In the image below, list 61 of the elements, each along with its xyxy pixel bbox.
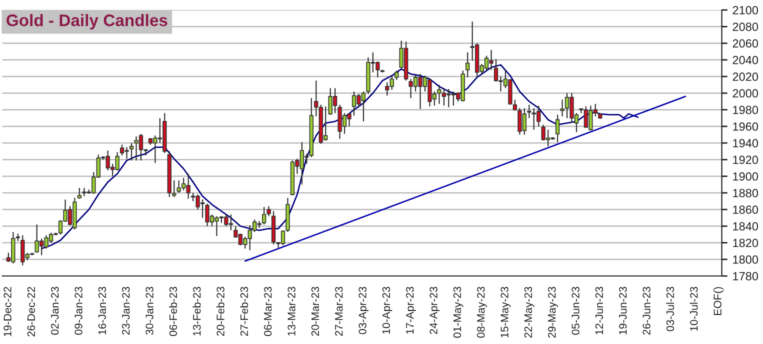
y-tick-label: 1820 <box>733 238 758 248</box>
x-tick-label: 05-Jun-23 <box>572 286 580 335</box>
y-tick-label: 2020 <box>732 72 758 81</box>
candlestick <box>394 70 399 80</box>
candlestick <box>466 52 470 78</box>
y-tick-label: 2000 <box>732 89 758 98</box>
y-tick-label: 1980 <box>733 106 758 114</box>
x-tick-label: 20-Feb-23 <box>216 286 224 336</box>
x-tick-label: 03-Apr-23 <box>358 286 369 334</box>
y-tick-label: 1800 <box>733 255 758 264</box>
x-tick-label: 23-Jan-23 <box>122 286 130 335</box>
y-tick-label: 1860 <box>733 206 758 214</box>
candlestick <box>332 88 338 114</box>
x-tick-label: 15-May-23 <box>500 286 511 338</box>
x-tick-label: 06-Mar-23 <box>264 286 272 336</box>
x-tick-label: 19-Dec-22 <box>4 286 12 336</box>
x-tick-label: 27-Feb-23 <box>240 286 248 336</box>
y-tick-label: 1880 <box>733 188 758 198</box>
x-tick-label: 30-Jan-23 <box>146 286 154 335</box>
x-tick-label: 29-May-23 <box>548 286 558 338</box>
x-tick-label: 06-Feb-23 <box>169 286 178 336</box>
x-tick-label: 27-Mar-23 <box>335 286 343 336</box>
x-tick-label: 22-May-23 <box>524 286 534 338</box>
y-tick-label: 2100 <box>732 6 758 14</box>
y-tick-label: 1780 <box>733 272 758 280</box>
y-tick-label: 1840 <box>733 222 758 231</box>
y-tick-label: 2080 <box>732 22 758 32</box>
x-tick-label: 12-Jun-23 <box>595 286 604 334</box>
y-tick-label: 2060 <box>732 39 758 48</box>
chart-title: Gold - Daily Candles <box>6 14 168 30</box>
x-tick-label: 13-Feb-23 <box>192 286 201 336</box>
x-tick-label: 19-Jun-23 <box>619 286 627 334</box>
x-tick-label: 20-Mar-23 <box>311 286 320 336</box>
x-tick-label: 09-Jan-23 <box>74 286 82 335</box>
x-tick-label: 17-Apr-23 <box>406 286 416 334</box>
x-tick-label: EOF() <box>713 287 724 316</box>
x-tick-label: 24-Apr-23 <box>430 286 440 334</box>
x-tick-label: 02-Jan-23 <box>51 286 59 335</box>
x-tick-label: 16-Jan-23 <box>98 286 106 334</box>
candlestick <box>560 99 564 117</box>
x-tick-label: 10-Jul-23 <box>690 286 698 331</box>
y-tick-label: 1940 <box>733 139 758 148</box>
candlestick <box>512 99 518 112</box>
candlestick <box>262 206 266 226</box>
y-tick-label: 2040 <box>732 56 758 64</box>
line-series <box>40 64 639 250</box>
candlestick <box>129 142 134 162</box>
candlestick <box>527 104 532 119</box>
x-tick-label: 10-Apr-23 <box>382 286 392 334</box>
x-tick-label: 03-Jul-23 <box>666 286 674 332</box>
candlestick <box>172 180 176 198</box>
x-tick-label: 13-Mar-23 <box>288 286 296 336</box>
candlestick <box>555 114 560 143</box>
x-tick-label: 26-Dec-22 <box>27 286 36 336</box>
x-tick-label: 08-May-23 <box>477 286 487 338</box>
y-tick-label: 1960 <box>733 122 758 131</box>
y-tick-label: 1920 <box>733 156 758 164</box>
candlestick <box>266 206 271 217</box>
x-tick-label: 01-May-23 <box>453 286 464 338</box>
x-tick-label: 26-Jun-23 <box>642 286 650 335</box>
y-tick-label: 1900 <box>733 172 758 181</box>
